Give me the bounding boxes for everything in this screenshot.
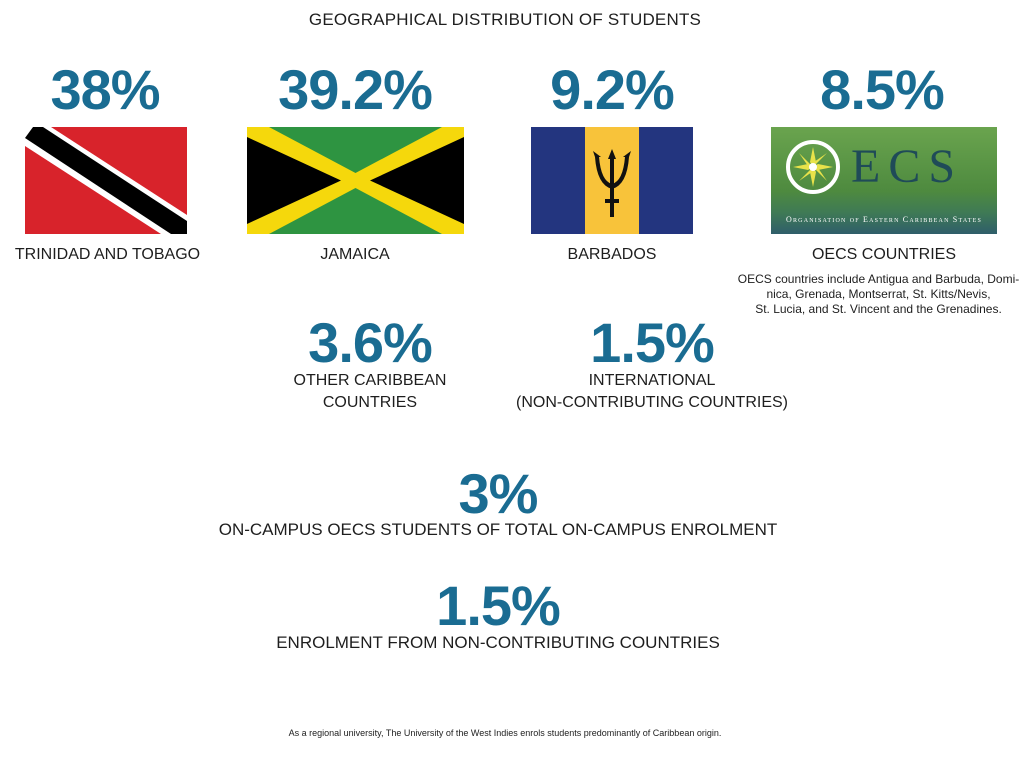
oecs-logo-subtitle: Organisation of Eastern Caribbean States bbox=[786, 215, 982, 224]
international-label-line: (NON-CONTRIBUTING COUNTRIES) bbox=[516, 394, 788, 411]
oecs-on-campus-percent: 3% bbox=[458, 462, 539, 525]
barbados-label: BARBADOS bbox=[567, 246, 657, 263]
oecs-note: OECS countries include Antigua and Barbu… bbox=[722, 272, 1035, 317]
trinidad-and-tobago-flag-icon bbox=[25, 127, 187, 234]
jamaica-label: JAMAICA bbox=[320, 246, 390, 263]
trinidad-percent: 38% bbox=[50, 58, 160, 121]
international-label-line: INTERNATIONAL bbox=[588, 372, 716, 389]
barbados-percent: 9.2% bbox=[550, 58, 675, 121]
other-caribbean-label-line: OTHER CARIBBEAN bbox=[293, 372, 447, 389]
page-title: GEOGRAPHICAL DISTRIBUTION OF STUDENTS bbox=[308, 10, 702, 29]
other-caribbean-label-line: COUNTRIES bbox=[322, 394, 418, 411]
footnote: As a regional university, The University… bbox=[288, 728, 722, 738]
oecs-logo-text: ECS bbox=[851, 140, 964, 193]
other-caribbean-percent: 3.6% bbox=[308, 311, 433, 374]
oecs-note-line: OECS countries include Antigua and Barbu… bbox=[737, 272, 1020, 286]
international-label: INTERNATIONAL (NON-CONTRIBUTING COUNTRIE… bbox=[502, 370, 802, 414]
international-percent: 1.5% bbox=[590, 311, 715, 374]
oecs-percent: 8.5% bbox=[820, 58, 945, 121]
oecs-label: OECS COUNTRIES bbox=[811, 246, 956, 263]
non-contributing-label: ENROLMENT FROM NON-CONTRIBUTING COUNTRIE… bbox=[276, 633, 720, 652]
jamaica-flag-icon bbox=[247, 127, 464, 234]
barbados-flag-icon bbox=[531, 127, 693, 234]
trinidad-label: TRINIDAD AND TOBAGO bbox=[14, 246, 201, 263]
non-contributing-percent: 1.5% bbox=[436, 574, 561, 637]
oecs-note-line: nica, Grenada, Montserrat, St. Kitts/Nev… bbox=[766, 287, 991, 301]
oecs-note-line: St. Lucia, and St. Vincent and the Grena… bbox=[755, 302, 1002, 316]
other-caribbean-label: OTHER CARIBBEAN COUNTRIES bbox=[270, 370, 470, 414]
oecs-logo-icon: ECS Organisation of Eastern Caribbean St… bbox=[771, 127, 997, 234]
jamaica-percent: 39.2% bbox=[278, 58, 433, 121]
oecs-on-campus-label: ON-CAMPUS OECS STUDENTS OF TOTAL ON-CAMP… bbox=[218, 520, 778, 539]
